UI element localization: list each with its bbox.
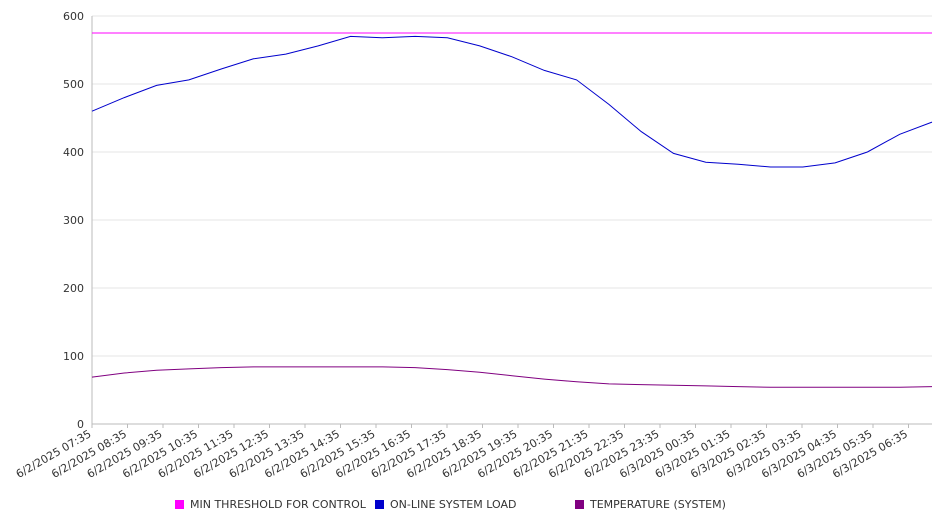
legend-label-threshold: MIN THRESHOLD FOR CONTROL <box>190 498 366 511</box>
legend-label-temperature: TEMPERATURE (SYSTEM) <box>590 498 726 511</box>
y-axis-ticks: 0 100 200 300 400 500 600 <box>63 10 84 431</box>
series-lines <box>91 32 933 388</box>
y-tick-label: 500 <box>63 78 84 91</box>
y-tick-label: 300 <box>63 214 84 227</box>
y-tick-label: 200 <box>63 282 84 295</box>
series-line-1 <box>91 35 933 168</box>
grid-lines <box>92 15 932 357</box>
legend-item-threshold: MIN THRESHOLD FOR CONTROL <box>175 498 366 511</box>
legend-swatch-threshold <box>175 500 184 509</box>
x-axis-ticks: 6/2/2025 07:356/2/2025 08:356/2/2025 09:… <box>14 424 910 481</box>
y-tick-label: 600 <box>63 10 84 23</box>
legend: MIN THRESHOLD FOR CONTROL ON-LINE SYSTEM… <box>0 498 946 514</box>
series-line-2 <box>91 366 933 388</box>
legend-swatch-system-load <box>375 500 384 509</box>
y-tick-label: 100 <box>63 350 84 363</box>
legend-item-system-load: ON-LINE SYSTEM LOAD <box>375 498 516 511</box>
legend-label-system-load: ON-LINE SYSTEM LOAD <box>390 498 517 511</box>
legend-item-temperature: TEMPERATURE (SYSTEM) <box>575 498 726 511</box>
y-tick-label: 400 <box>63 146 84 159</box>
legend-swatch-temperature <box>575 500 584 509</box>
y-tick-label: 0 <box>77 418 84 431</box>
